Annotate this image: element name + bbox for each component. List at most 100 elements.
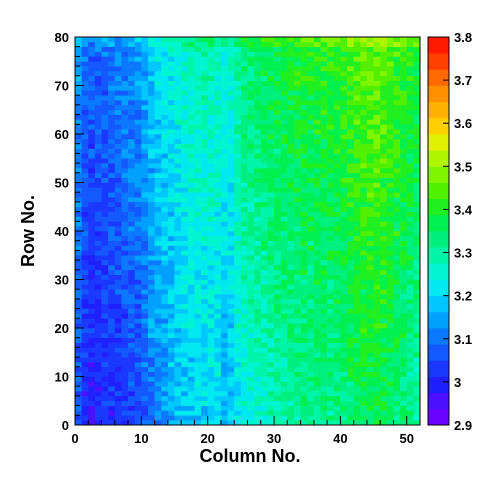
heatmap-cell <box>340 381 348 387</box>
heatmap-cell <box>360 192 368 198</box>
heatmap-cell <box>260 75 268 81</box>
heatmap-cell <box>187 347 195 353</box>
heatmap-cell <box>141 172 149 178</box>
heatmap-cell <box>94 143 102 149</box>
heatmap-cell <box>240 177 248 183</box>
heatmap-cell <box>247 134 255 140</box>
heatmap-cell <box>340 279 348 285</box>
heatmap-cell <box>254 216 262 222</box>
heatmap-cell <box>207 405 215 411</box>
heatmap-cell <box>114 342 122 348</box>
heatmap-cell <box>280 172 288 178</box>
heatmap-cell <box>134 352 142 358</box>
heatmap-cell <box>214 366 222 372</box>
heatmap-cell <box>94 284 102 290</box>
heatmap-cell <box>194 298 202 305</box>
heatmap-cell <box>366 274 374 280</box>
heatmap-cell <box>327 366 335 372</box>
heatmap-cell <box>293 357 301 363</box>
heatmap-cell <box>207 41 215 47</box>
heatmap-cell <box>161 46 169 52</box>
heatmap-cell <box>247 167 255 174</box>
heatmap-cell <box>320 405 328 411</box>
heatmap-cell <box>220 226 228 232</box>
heatmap-cell <box>333 158 341 164</box>
heatmap-cell <box>75 279 82 285</box>
heatmap-cell <box>254 284 262 290</box>
heatmap-cell <box>380 255 388 261</box>
heatmap-cell <box>227 172 235 178</box>
heatmap-cell <box>234 100 242 106</box>
heatmap-cell <box>214 415 222 421</box>
heatmap-cell <box>161 391 169 397</box>
heatmap-cell <box>161 313 169 319</box>
heatmap-cell <box>406 323 414 329</box>
heatmap-cell <box>220 289 228 295</box>
heatmap-cell <box>406 90 414 96</box>
heatmap-cell <box>393 192 401 198</box>
heatmap-cell <box>340 66 348 72</box>
heatmap-cell <box>380 80 388 86</box>
heatmap-cell <box>267 167 275 174</box>
heatmap-cell <box>201 323 208 329</box>
heatmap-cell <box>360 216 368 222</box>
heatmap-cell <box>347 240 354 246</box>
heatmap-cell <box>214 70 222 77</box>
heatmap-cell <box>141 357 149 363</box>
heatmap-cell <box>300 75 308 81</box>
heatmap-cell <box>75 371 82 377</box>
heatmap-cell <box>94 167 102 174</box>
heatmap-cell <box>293 323 301 329</box>
heatmap-cell <box>207 143 215 149</box>
heatmap-cell <box>373 381 381 387</box>
heatmap-cell <box>300 85 308 91</box>
heatmap-cell <box>366 400 374 406</box>
heatmap-cell <box>101 386 109 392</box>
heatmap-cell <box>313 134 321 140</box>
heatmap-cell <box>347 114 354 120</box>
heatmap-cell <box>147 376 155 382</box>
heatmap-cell <box>260 37 268 43</box>
heatmap-cell <box>147 269 155 275</box>
heatmap-cell <box>227 158 235 164</box>
heatmap-cell <box>400 148 408 154</box>
heatmap-cell <box>267 420 275 426</box>
heatmap-cell <box>121 245 129 251</box>
heatmap-cell <box>207 187 215 193</box>
heatmap-cell <box>333 284 341 290</box>
heatmap-cell <box>187 37 195 43</box>
heatmap-cell <box>147 294 155 300</box>
heatmap-cell <box>320 119 328 125</box>
heatmap-cell <box>413 347 421 353</box>
heatmap-cell <box>147 124 155 130</box>
heatmap-cell <box>154 303 162 309</box>
heatmap-cell <box>147 37 155 43</box>
heatmap-cell <box>347 400 354 406</box>
heatmap-cell <box>214 400 222 406</box>
heatmap-cell <box>333 37 341 43</box>
heatmap-cell <box>214 167 222 174</box>
heatmap-cell <box>340 90 348 96</box>
heatmap-cell <box>373 177 381 183</box>
heatmap-cell <box>287 187 295 193</box>
heatmap-cell <box>333 357 341 363</box>
heatmap-cell <box>88 289 96 295</box>
heatmap-cell <box>254 231 262 237</box>
heatmap-cell <box>320 109 328 115</box>
heatmap-cell <box>386 70 394 77</box>
heatmap-cell <box>201 90 208 96</box>
heatmap-cell <box>174 100 182 106</box>
heatmap-cell <box>128 46 136 52</box>
heatmap-cell <box>161 95 169 101</box>
heatmap-cell <box>347 153 354 159</box>
heatmap-cell <box>147 337 155 343</box>
heatmap-cell <box>327 410 335 416</box>
heatmap-cell <box>327 391 335 397</box>
heatmap-cell <box>373 303 381 309</box>
heatmap-cell <box>313 95 321 101</box>
heatmap-cell <box>274 104 281 111</box>
heatmap-cell <box>307 274 315 280</box>
heatmap-cell <box>128 274 136 280</box>
heatmap-cell <box>347 85 354 91</box>
heatmap-cell <box>313 197 321 203</box>
